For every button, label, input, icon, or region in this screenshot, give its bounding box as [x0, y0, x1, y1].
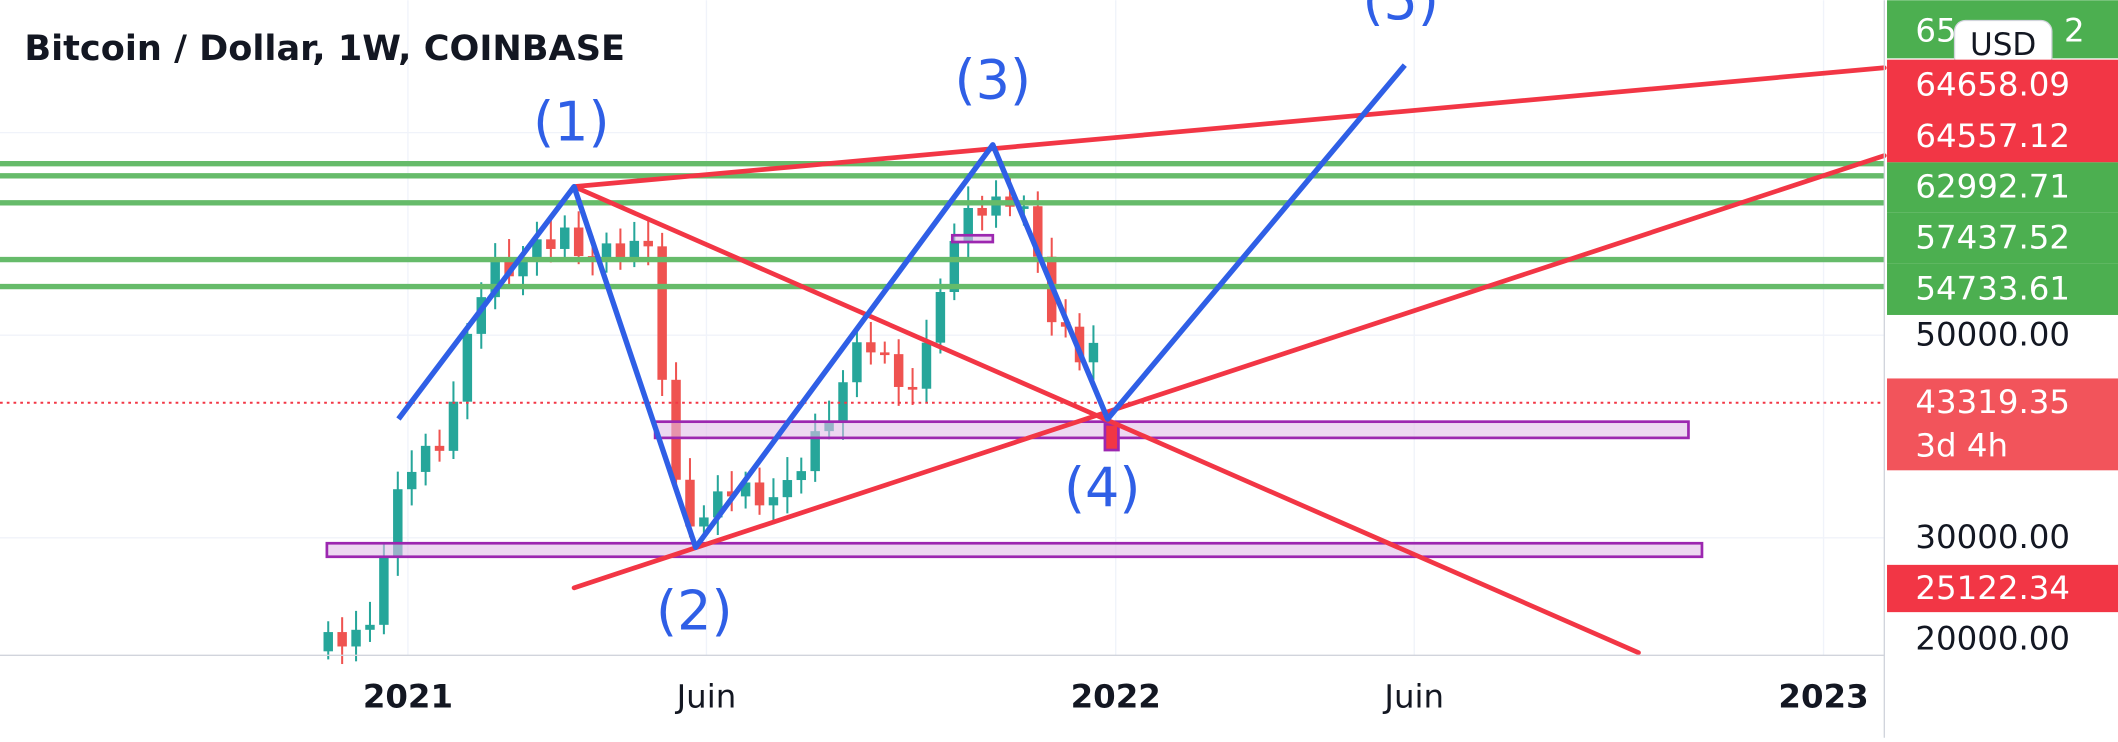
time-label: Juin — [675, 678, 737, 716]
time-label: Juin — [1382, 678, 1444, 716]
price-badge — [1887, 378, 2118, 471]
countdown: 3d 4h — [1915, 426, 2008, 464]
price-label: 54733.61 — [1915, 270, 2070, 308]
candle-body — [838, 382, 848, 423]
candle-body — [782, 480, 793, 498]
time-label: 2021 — [363, 678, 453, 716]
candle-body — [685, 479, 695, 527]
wave-label: (1) — [533, 91, 610, 154]
candle-body — [740, 482, 751, 497]
candle-body — [546, 239, 556, 249]
candle-body — [991, 196, 1001, 216]
candle-body — [949, 241, 960, 293]
candle-body — [907, 386, 918, 390]
price-label: 43319.35 — [1915, 383, 2070, 421]
candle-body — [573, 227, 584, 257]
time-label: 2022 — [1071, 678, 1161, 716]
grid — [0, 0, 1885, 656]
candle-body — [726, 491, 737, 497]
price-label: 64658.09 — [1915, 66, 2070, 104]
elliott-wave — [396, 63, 1407, 551]
candle-body — [351, 629, 361, 647]
price-label: 62992.71 — [1915, 168, 2070, 206]
chart-title: Bitcoin / Dollar, 1W, COINBASE — [24, 28, 625, 69]
price-badge — [1887, 263, 2118, 315]
candle-body — [601, 243, 612, 258]
time-axis: 2021 Juin 2022 Juin 2023 — [363, 678, 1869, 716]
wave-label: (3) — [955, 49, 1032, 112]
currency-label: USD — [1970, 27, 2036, 63]
wave-label: (4) — [1064, 457, 1141, 520]
candle-body — [393, 489, 403, 558]
candle-body — [337, 632, 347, 647]
candle-body — [448, 401, 459, 451]
candle-body — [977, 207, 987, 216]
candle-body — [1088, 342, 1099, 363]
levels — [0, 160, 1885, 290]
price-badge — [1887, 212, 2118, 264]
candle-body — [518, 259, 528, 277]
candle-body — [379, 557, 389, 625]
price-label: 25122.34 — [1915, 569, 2070, 607]
candle-body — [880, 352, 890, 356]
candle-body — [629, 240, 640, 258]
candle-body — [852, 342, 862, 383]
candle-body — [768, 497, 779, 506]
price-label: 2 — [2064, 12, 2085, 50]
candle-body — [713, 491, 723, 518]
candle-body — [810, 431, 820, 472]
candle-body — [963, 207, 973, 242]
price-badge — [1887, 111, 2118, 163]
candle-body — [893, 354, 904, 387]
wave-label: (2) — [656, 579, 733, 642]
candle-body — [560, 227, 570, 249]
price-badge — [1887, 59, 2118, 112]
candle-body — [365, 624, 375, 630]
wave-label: (5) — [1362, 0, 1439, 32]
price-label: 20000.00 — [1915, 620, 2070, 658]
current-candle — [1103, 423, 1120, 452]
candle-body — [1074, 326, 1085, 363]
candle-body — [615, 243, 626, 258]
trendlines — [571, 65, 1887, 656]
candle-body — [434, 445, 445, 451]
candle-body — [420, 445, 431, 472]
time-label: 2023 — [1778, 678, 1868, 716]
price-badge — [1887, 564, 2118, 613]
price-label: 57437.52 — [1915, 218, 2070, 256]
price-badge — [1887, 162, 2118, 213]
candle-body — [754, 482, 765, 506]
candle-body — [490, 262, 500, 298]
candle-body — [699, 517, 709, 527]
price-label: 50000.00 — [1915, 316, 2070, 354]
candle-body — [643, 240, 653, 247]
candle-body — [476, 297, 487, 334]
candle-body — [657, 246, 667, 380]
candle-body — [866, 342, 876, 353]
candle-body — [1019, 206, 1029, 209]
price-label: 64557.12 — [1915, 117, 2070, 155]
candle-body — [935, 292, 946, 343]
candle-body — [1033, 206, 1043, 257]
candle-body — [532, 239, 542, 260]
candle-body — [406, 471, 417, 490]
candle-body — [921, 342, 932, 389]
candle-body — [796, 471, 807, 481]
candle-body — [462, 333, 473, 402]
candle-body — [323, 632, 333, 652]
price-label: 30000.00 — [1915, 518, 2070, 556]
price-label: 65 — [1915, 12, 1956, 50]
